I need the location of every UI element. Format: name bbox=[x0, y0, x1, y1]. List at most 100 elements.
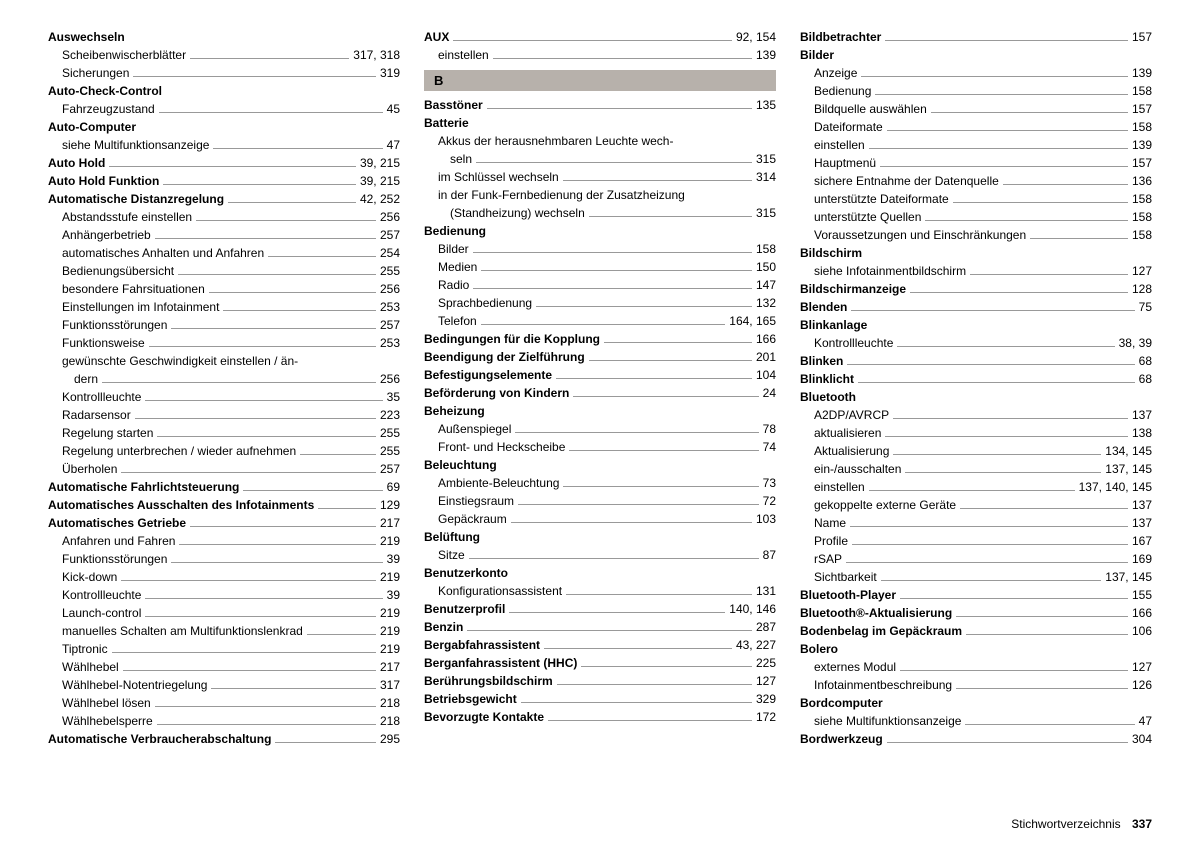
index-entry: Bildschirmanzeige128 bbox=[800, 280, 1152, 298]
index-label: Funktionsstörungen bbox=[62, 316, 167, 334]
index-label: Profile bbox=[814, 532, 848, 550]
index-label: Beleuchtung bbox=[424, 456, 497, 474]
index-pages: 78 bbox=[763, 420, 776, 438]
index-entry: Radarsensor223 bbox=[48, 406, 400, 424]
index-label: Automatisches Getriebe bbox=[48, 514, 186, 532]
index-label: Wählhebelsperre bbox=[62, 712, 153, 730]
leader-line bbox=[515, 432, 758, 433]
index-label: Bergabfahrassistent bbox=[424, 636, 540, 654]
index-entry: Bildschirm bbox=[800, 244, 1152, 262]
index-pages: 287 bbox=[756, 618, 776, 636]
index-label: Bodenbelag im Gepäckraum bbox=[800, 622, 962, 640]
index-entry: Wählhebel lösen218 bbox=[48, 694, 400, 712]
index-entry: einstellen139 bbox=[424, 46, 776, 64]
leader-line bbox=[211, 688, 376, 689]
index-pages: 43, 227 bbox=[736, 636, 776, 654]
index-entry: Bolero bbox=[800, 640, 1152, 658]
index-pages: 254 bbox=[380, 244, 400, 262]
index-label: unterstützte Dateiformate bbox=[814, 190, 949, 208]
leader-line bbox=[956, 688, 1128, 689]
index-pages: 157 bbox=[1132, 28, 1152, 46]
leader-line bbox=[548, 720, 752, 721]
index-entry: unterstützte Dateiformate158 bbox=[800, 190, 1152, 208]
index-entry: Ambiente-Beleuchtung73 bbox=[424, 474, 776, 492]
leader-line bbox=[931, 112, 1128, 113]
index-entry: gewünschte Geschwindigkeit einstellen / … bbox=[48, 352, 400, 370]
leader-line bbox=[190, 526, 376, 527]
index-label: Bedienung bbox=[424, 222, 486, 240]
index-label: manuelles Schalten am Multifunktionslenk… bbox=[62, 622, 303, 640]
index-pages: 139 bbox=[756, 46, 776, 64]
index-entry: A2DP/AVRCP137 bbox=[800, 406, 1152, 424]
index-entry: Bluetooth-Player155 bbox=[800, 586, 1152, 604]
index-pages: 35 bbox=[387, 388, 400, 406]
index-entry: Anzeige139 bbox=[800, 64, 1152, 82]
index-entry: Beendigung der Zielführung201 bbox=[424, 348, 776, 366]
index-label: Kontrollleuchte bbox=[814, 334, 893, 352]
index-pages: 137, 145 bbox=[1105, 460, 1152, 478]
leader-line bbox=[563, 180, 752, 181]
index-label: Akkus der herausnehmbaren Leuchte wech- bbox=[438, 132, 673, 150]
index-pages: 75 bbox=[1139, 298, 1152, 316]
column-1: AuswechselnScheibenwischerblätter317, 31… bbox=[48, 28, 400, 748]
index-label: siehe Multifunktionsanzeige bbox=[814, 712, 961, 730]
index-pages: 137, 140, 145 bbox=[1079, 478, 1152, 496]
footer-label: Stichwortverzeichnis bbox=[1011, 817, 1120, 831]
index-entry: Akkus der herausnehmbaren Leuchte wech- bbox=[424, 132, 776, 150]
index-label: Bildquelle auswählen bbox=[814, 100, 927, 118]
leader-line bbox=[145, 616, 376, 617]
index-pages: 158 bbox=[1132, 226, 1152, 244]
index-pages: 69 bbox=[387, 478, 400, 496]
index-label: Fahrzeugzustand bbox=[62, 100, 155, 118]
index-label: Einstiegsraum bbox=[438, 492, 514, 510]
index-label: Bildbetrachter bbox=[800, 28, 881, 46]
leader-line bbox=[966, 634, 1128, 635]
leader-line bbox=[847, 364, 1134, 365]
leader-line bbox=[453, 40, 732, 41]
index-pages: 217 bbox=[380, 658, 400, 676]
index-entry: Berganfahrassistent (HHC)225 bbox=[424, 654, 776, 672]
index-entry: ein-/ausschalten137, 145 bbox=[800, 460, 1152, 478]
leader-line bbox=[861, 76, 1128, 77]
index-label: Ambiente-Beleuchtung bbox=[438, 474, 559, 492]
index-label: Beheizung bbox=[424, 402, 485, 420]
leader-line bbox=[887, 130, 1128, 131]
leader-line bbox=[521, 702, 752, 703]
index-entry: Bilder158 bbox=[424, 240, 776, 258]
index-label: Automatische Verbraucherabschaltung bbox=[48, 730, 271, 748]
index-label: Sicherungen bbox=[62, 64, 129, 82]
index-label: aktualisieren bbox=[814, 424, 881, 442]
leader-line bbox=[953, 202, 1128, 203]
index-pages: 68 bbox=[1139, 370, 1152, 388]
index-label: Außenspiegel bbox=[438, 420, 511, 438]
index-entry: Kick-down219 bbox=[48, 568, 400, 586]
index-pages: 256 bbox=[380, 280, 400, 298]
index-label: automatisches Anhalten und Anfahren bbox=[62, 244, 264, 262]
leader-line bbox=[557, 684, 752, 685]
index-label: Berganfahrassistent (HHC) bbox=[424, 654, 577, 672]
index-entry: besondere Fahrsituationen256 bbox=[48, 280, 400, 298]
index-entry: Bordcomputer bbox=[800, 694, 1152, 712]
leader-line bbox=[123, 670, 376, 671]
leader-line bbox=[493, 58, 752, 59]
index-pages: 131 bbox=[756, 582, 776, 600]
leader-line bbox=[573, 396, 758, 397]
index-pages: 219 bbox=[380, 622, 400, 640]
leader-line bbox=[318, 508, 376, 509]
index-label: Auto-Check-Control bbox=[48, 82, 162, 100]
index-entry: (Standheizung) wechseln315 bbox=[424, 204, 776, 222]
index-label: Auto Hold Funktion bbox=[48, 172, 159, 190]
index-pages: 257 bbox=[380, 316, 400, 334]
index-label: Wählhebel bbox=[62, 658, 119, 676]
index-entry: Bluetooth bbox=[800, 388, 1152, 406]
leader-line bbox=[518, 504, 759, 505]
index-pages: 137 bbox=[1132, 496, 1152, 514]
index-pages: 219 bbox=[380, 640, 400, 658]
leader-line bbox=[121, 580, 376, 581]
index-label: Blenden bbox=[800, 298, 847, 316]
index-entry: siehe Multifunktionsanzeige47 bbox=[48, 136, 400, 154]
index-entry: Bedienungsübersicht255 bbox=[48, 262, 400, 280]
index-pages: 134, 145 bbox=[1105, 442, 1152, 460]
leader-line bbox=[228, 202, 356, 203]
index-label: Anhängerbetrieb bbox=[62, 226, 151, 244]
